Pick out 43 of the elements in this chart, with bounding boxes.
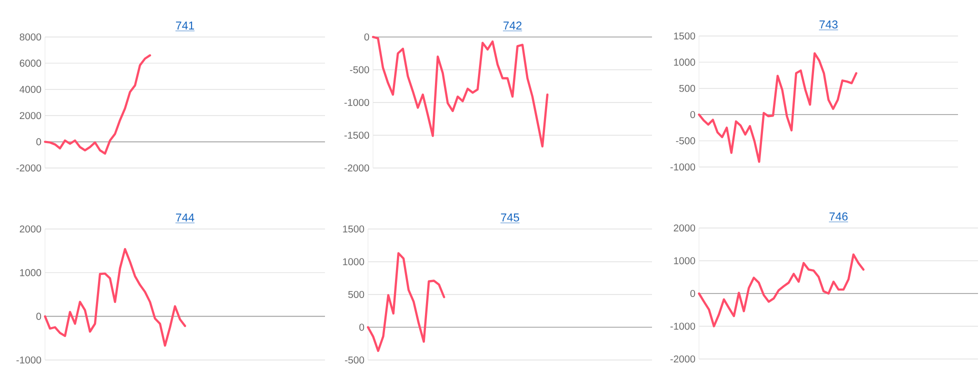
line-series — [698, 253, 865, 328]
y-tick-label: -1000 — [670, 322, 696, 330]
chart-title: 745 — [501, 214, 520, 222]
y-tick-label: -500 — [344, 356, 364, 364]
y-tick-label: -500 — [676, 137, 696, 144]
y-tick-label: 1500 — [674, 32, 696, 40]
y-tick-label: -2000 — [16, 164, 42, 172]
y-tick-label: 6000 — [20, 60, 42, 67]
y-tick-label: 0 — [36, 312, 42, 320]
y-tick-label: 1500 — [343, 225, 364, 233]
y-tick-label: -1500 — [344, 132, 370, 139]
chart-title: 744 — [176, 214, 194, 222]
chart-title: 742 — [504, 22, 522, 30]
y-tick-label: 0 — [36, 138, 42, 146]
chart-title: 741 — [176, 22, 194, 30]
y-tick-label: 2000 — [20, 112, 42, 120]
y-tick-label: 1000 — [343, 258, 364, 266]
y-tick-label: 0 — [690, 111, 696, 118]
line-series — [372, 36, 548, 148]
y-tick-label: -1000 — [670, 163, 696, 171]
y-tick-label: -500 — [350, 66, 370, 74]
y-tick-label: -2000 — [670, 355, 696, 363]
y-tick-label: 2000 — [674, 224, 696, 232]
line-series — [698, 52, 858, 163]
line-series — [44, 248, 186, 347]
y-tick-label: -1000 — [344, 98, 370, 106]
y-tick-label: 0 — [690, 290, 696, 298]
y-tick-label: 500 — [348, 290, 364, 298]
y-tick-label: 1000 — [674, 257, 696, 264]
y-tick-label: 0 — [364, 33, 370, 41]
line-series — [366, 252, 446, 352]
chart-title: 746 — [830, 212, 848, 221]
y-tick-label: 1000 — [20, 269, 42, 276]
line-series — [44, 54, 152, 155]
y-tick-label: 2000 — [20, 225, 42, 233]
chart-title: 743 — [820, 20, 838, 29]
y-tick-label: 8000 — [20, 33, 42, 41]
y-tick-label: 500 — [679, 84, 696, 92]
y-tick-label: 0 — [359, 324, 364, 331]
y-tick-label: -1000 — [16, 356, 42, 364]
y-tick-label: 4000 — [20, 86, 42, 93]
y-tick-label: -2000 — [344, 164, 370, 172]
y-tick-label: 1000 — [674, 58, 696, 66]
